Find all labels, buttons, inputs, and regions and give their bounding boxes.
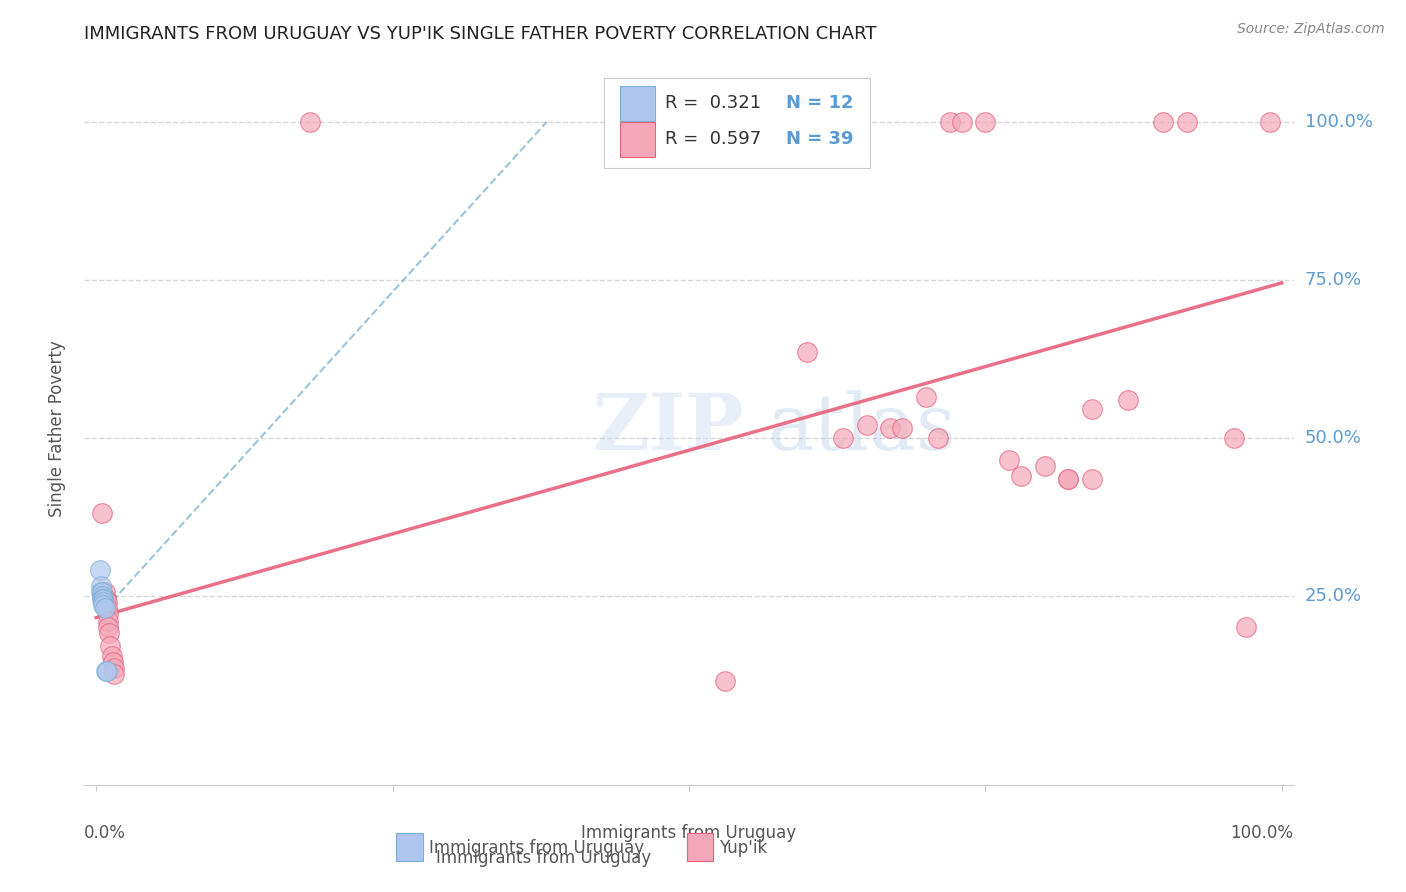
- Point: [97, 607, 120, 622]
- FancyBboxPatch shape: [620, 86, 655, 121]
- Text: N = 12: N = 12: [786, 95, 853, 112]
- Text: Immigrants from Uruguay: Immigrants from Uruguay: [429, 838, 644, 856]
- Text: atlas: atlas: [768, 391, 956, 466]
- Point: [879, 421, 901, 435]
- Point: [974, 115, 997, 129]
- Text: 100.0%: 100.0%: [1230, 824, 1294, 842]
- Point: [98, 626, 121, 640]
- Point: [94, 591, 117, 606]
- Point: [91, 598, 114, 612]
- Point: [1081, 472, 1104, 486]
- Point: [998, 452, 1021, 467]
- Text: N = 39: N = 39: [786, 130, 853, 148]
- Point: [91, 585, 114, 599]
- Point: [1234, 620, 1257, 634]
- Point: [1116, 392, 1139, 407]
- Point: [950, 115, 973, 129]
- Point: [97, 614, 120, 628]
- Point: [855, 417, 877, 432]
- Text: Immigrants from Uruguay: Immigrants from Uruguay: [436, 849, 651, 867]
- Point: [713, 673, 735, 688]
- Point: [103, 667, 125, 681]
- Text: 0.0%: 0.0%: [84, 824, 127, 842]
- Point: [100, 639, 122, 653]
- Point: [89, 563, 111, 577]
- Point: [1033, 458, 1056, 473]
- Point: [91, 591, 114, 606]
- Point: [1010, 468, 1032, 483]
- Point: [1057, 472, 1080, 486]
- Point: [90, 585, 112, 599]
- Point: [90, 579, 112, 593]
- Point: [91, 591, 114, 606]
- Point: [927, 431, 949, 445]
- Point: [93, 601, 115, 615]
- FancyBboxPatch shape: [396, 833, 423, 862]
- Text: 100.0%: 100.0%: [1305, 113, 1372, 131]
- Point: [1081, 402, 1104, 417]
- Point: [101, 655, 124, 669]
- Text: 75.0%: 75.0%: [1305, 271, 1362, 289]
- Text: 50.0%: 50.0%: [1305, 429, 1361, 447]
- Point: [103, 661, 125, 675]
- Point: [93, 585, 115, 599]
- Text: 25.0%: 25.0%: [1305, 587, 1362, 605]
- FancyBboxPatch shape: [686, 833, 713, 862]
- Point: [96, 601, 118, 615]
- Point: [1258, 115, 1281, 129]
- Text: Source: ZipAtlas.com: Source: ZipAtlas.com: [1237, 22, 1385, 37]
- Point: [1175, 115, 1198, 129]
- Text: Yup'ik: Yup'ik: [720, 838, 768, 856]
- Point: [91, 595, 114, 609]
- Point: [1152, 115, 1174, 129]
- Point: [91, 507, 114, 521]
- Point: [94, 665, 117, 679]
- FancyBboxPatch shape: [620, 121, 655, 157]
- Point: [938, 115, 960, 129]
- Y-axis label: Single Father Poverty: Single Father Poverty: [48, 340, 66, 516]
- Point: [832, 431, 855, 445]
- Point: [915, 390, 938, 404]
- Text: R =  0.597: R = 0.597: [665, 130, 761, 148]
- Point: [96, 665, 118, 679]
- FancyBboxPatch shape: [605, 78, 870, 168]
- Point: [891, 421, 914, 435]
- Text: R =  0.321: R = 0.321: [665, 95, 761, 112]
- Point: [91, 589, 114, 603]
- Point: [97, 620, 120, 634]
- Point: [1223, 431, 1246, 445]
- Point: [298, 115, 321, 129]
- Point: [100, 648, 122, 663]
- Text: Immigrants from Uruguay: Immigrants from Uruguay: [581, 824, 797, 842]
- Text: IMMIGRANTS FROM URUGUAY VS YUP'IK SINGLE FATHER POVERTY CORRELATION CHART: IMMIGRANTS FROM URUGUAY VS YUP'IK SINGLE…: [84, 25, 877, 43]
- Point: [1057, 472, 1080, 486]
- Point: [796, 345, 818, 359]
- Point: [96, 595, 118, 609]
- Text: ZIP: ZIP: [592, 390, 744, 467]
